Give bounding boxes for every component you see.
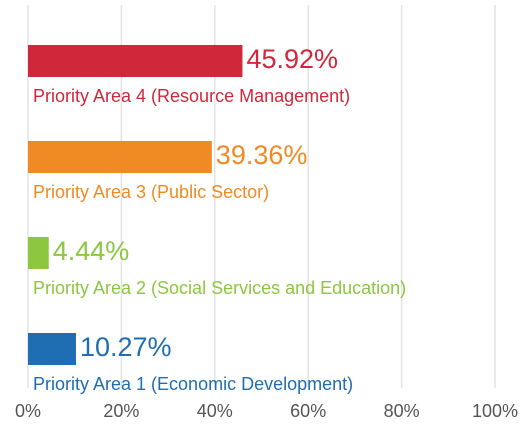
x-tick-label: 0%	[15, 401, 41, 421]
category-label: Priority Area 2 (Social Services and Edu…	[33, 278, 406, 298]
x-tick-label: 100%	[472, 401, 518, 421]
value-label: 4.44%	[53, 236, 130, 266]
x-tick-label: 60%	[290, 401, 326, 421]
bar	[28, 45, 243, 77]
category-label: Priority Area 4 (Resource Management)	[33, 86, 350, 106]
category-label: Priority Area 1 (Economic Development)	[33, 374, 353, 394]
x-tick-label: 80%	[384, 401, 420, 421]
value-label: 39.36%	[216, 140, 308, 170]
bar	[28, 237, 49, 269]
category-label: Priority Area 3 (Public Sector)	[33, 182, 269, 202]
bar	[28, 141, 212, 173]
value-label: 10.27%	[80, 332, 172, 362]
x-tick-label: 40%	[197, 401, 233, 421]
x-tick-label: 20%	[103, 401, 139, 421]
value-label: 45.92%	[246, 44, 338, 74]
bar	[28, 333, 76, 365]
